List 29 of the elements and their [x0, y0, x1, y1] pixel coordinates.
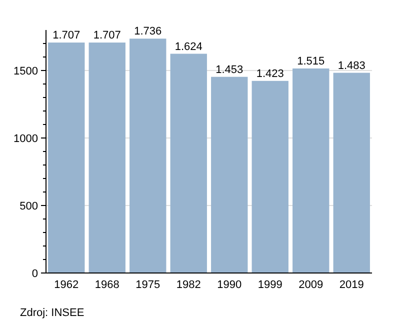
bar [88, 42, 126, 273]
bar [333, 72, 370, 273]
y-tick-label: 1000 [14, 132, 38, 145]
x-tick-label: 1962 [54, 279, 79, 291]
data-label: 1.483 [338, 60, 366, 72]
y-tick-label: 500 [20, 200, 38, 212]
bar [48, 42, 85, 273]
bar [292, 68, 330, 273]
bar [211, 76, 248, 273]
data-label: 1.707 [93, 30, 121, 42]
x-tick-label: 1990 [217, 279, 242, 291]
x-tick-label: 1968 [94, 279, 120, 291]
x-tick-label: 2019 [339, 279, 364, 291]
data-label: 1.707 [52, 30, 80, 42]
data-label: 1.736 [134, 26, 162, 38]
bar [170, 54, 207, 273]
text: Zdroj: INSEE [20, 307, 84, 319]
data-label: 1.515 [297, 55, 325, 68]
bar [130, 38, 166, 273]
y-tick-label: 1500 [14, 65, 38, 78]
data-label: 1.453 [216, 64, 244, 76]
x-tick-label: 1982 [176, 279, 201, 291]
bar [252, 80, 288, 273]
data-label: 1.423 [256, 68, 284, 80]
data-label: 1.624 [174, 40, 202, 53]
x-tick-label: 2009 [298, 279, 324, 291]
y-tick-label: 0 [32, 268, 38, 280]
x-tick-label: 1975 [136, 279, 160, 291]
x-tick-label: 1999 [258, 279, 282, 291]
